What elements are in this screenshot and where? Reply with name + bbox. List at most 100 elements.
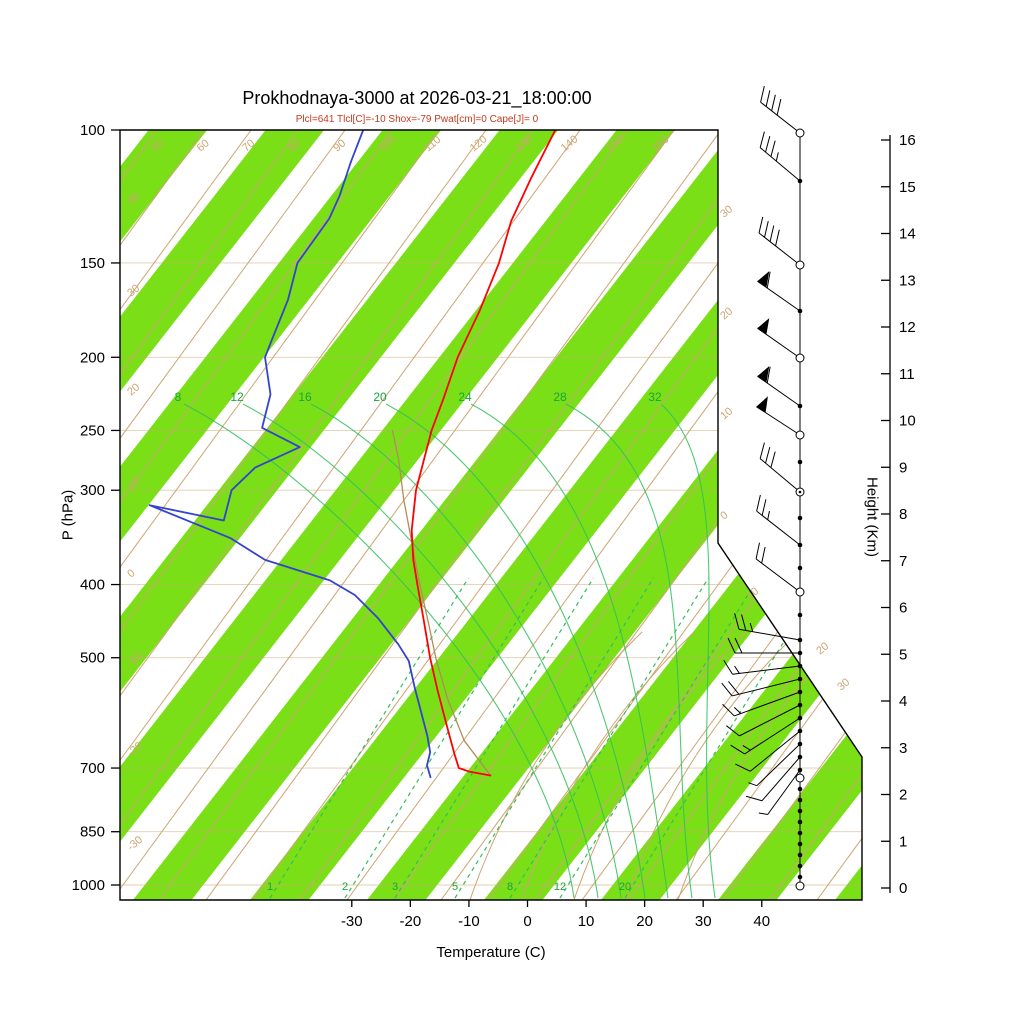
wind-barb	[757, 366, 801, 407]
wind-barb	[756, 396, 801, 436]
height-tick-label: 14	[899, 226, 916, 243]
wind-barb	[757, 271, 801, 312]
height-tick-label: 6	[899, 600, 907, 617]
height-tick-label: 8	[899, 506, 907, 523]
level-circle	[795, 128, 805, 138]
wind-barb	[756, 494, 801, 546]
moist-adiabat-label: 16	[298, 390, 312, 404]
level-dot	[797, 786, 803, 792]
moist-adiabat-label: 32	[648, 390, 662, 404]
temperature-axis: -30 -20 -10 0 10 20 30 40	[341, 900, 770, 930]
wind-barb	[760, 85, 801, 134]
mixing-ratio-label: 8	[507, 881, 513, 893]
wind-barb	[759, 442, 801, 493]
pressure-tick-label: 250	[80, 422, 105, 439]
level-circle	[795, 881, 805, 891]
temperature-axis-title: Temperature (C)	[436, 944, 546, 961]
moist-adiabats	[183, 403, 716, 899]
dry-adiabat-curve	[521, 631, 695, 900]
height-tick-label: 12	[899, 319, 916, 336]
page-title: Prokhodnaya-3000 at 2026-03-21_18:00:00	[242, 88, 592, 108]
temperature-tick-label: 10	[578, 913, 595, 930]
level-dot	[797, 767, 803, 773]
level-circle	[795, 773, 805, 783]
wind-barb	[759, 131, 801, 182]
level-dot	[797, 612, 803, 618]
height-tick-label: 3	[899, 740, 907, 757]
pressure-tick-label: 850	[80, 824, 105, 841]
level-dot	[797, 650, 803, 656]
dry-adiabat-curve	[469, 631, 643, 900]
temperature-tick-label: -10	[458, 913, 480, 930]
temperature-tick-label: 20	[636, 913, 653, 930]
pressure-axis: 100 150 200 250 300 400 500 700 850 1000	[72, 122, 120, 894]
height-tick-label: 11	[899, 366, 915, 383]
level-dot	[797, 689, 803, 695]
level-dot	[797, 515, 803, 521]
dry-adiabat-label: 0	[125, 567, 137, 580]
wind-barb	[722, 691, 801, 717]
sounding-indices: Plcl=641 Tlcl[C]=-10 Shox=-79 Pwat[cm]=0…	[295, 114, 539, 125]
level-dot	[797, 702, 803, 708]
level-circle	[795, 587, 805, 597]
wind-barb	[757, 318, 801, 359]
height-tick-label: 0	[899, 880, 907, 897]
level-dot	[797, 637, 803, 643]
level-dot	[797, 841, 803, 847]
level-dot	[797, 754, 803, 760]
isotherm-label: 0	[718, 509, 730, 522]
level-dot	[797, 403, 803, 409]
level-dot	[797, 830, 803, 836]
level-dot	[797, 178, 803, 184]
plot-frame	[119, 129, 863, 901]
wind-barb	[734, 613, 801, 641]
level-dot	[797, 863, 803, 869]
level-dot	[797, 874, 803, 880]
pressure-tick-label: 150	[80, 255, 105, 272]
pressure-tick-label: 1000	[72, 877, 105, 894]
wind-barb	[758, 216, 801, 266]
isotherm-label: 20	[814, 640, 831, 657]
temperature-tick-label: 30	[695, 913, 712, 930]
level-circle	[795, 260, 805, 270]
mixing-ratio-label: 5	[452, 881, 458, 893]
mixing-ratio-label: 1	[267, 881, 273, 893]
level-dot	[797, 459, 803, 465]
level-dot	[797, 852, 803, 858]
wind-barb	[748, 743, 801, 787]
level-circle	[795, 430, 805, 440]
temperature-curve	[410, 130, 557, 777]
pressure-tick-label: 200	[80, 349, 105, 366]
wind-barb	[721, 678, 801, 697]
isotherm-label: 20	[718, 305, 735, 322]
parcel-curve	[391, 429, 492, 777]
height-tick-label: 4	[899, 693, 907, 710]
wind-barb	[726, 704, 801, 737]
dry-adiabat-label: 140	[559, 133, 581, 154]
dry-adiabat-label: 20	[125, 381, 142, 398]
dry-adiabat-curve	[573, 631, 747, 900]
mixing-ratio-label: 12	[554, 881, 566, 893]
dry-adiabat-label: -30	[125, 834, 145, 853]
temperature-tick-label: -30	[341, 913, 363, 930]
moist-adiabat-label: 24	[458, 390, 472, 404]
level-dot	[797, 741, 803, 747]
wind-barb	[755, 542, 801, 593]
height-axis-title: Height (Km)	[863, 476, 881, 558]
moist-adiabat-label: 12	[230, 390, 244, 404]
temperature-tick-label: -20	[400, 913, 422, 930]
level-dot	[797, 797, 803, 803]
height-tick-label: 15	[899, 179, 916, 196]
pressure-tick-label: 500	[80, 650, 105, 667]
pressure-tick-label: 100	[80, 122, 105, 139]
level-dot	[797, 565, 803, 571]
level-dot	[797, 715, 803, 721]
pressure-axis-title: P (hPa)	[59, 489, 77, 541]
wind-barb	[723, 659, 801, 675]
level-dot	[797, 808, 803, 814]
isotherm-label: 10	[718, 405, 735, 422]
isotherm-label: 30	[835, 676, 852, 693]
level-dot	[797, 308, 803, 314]
